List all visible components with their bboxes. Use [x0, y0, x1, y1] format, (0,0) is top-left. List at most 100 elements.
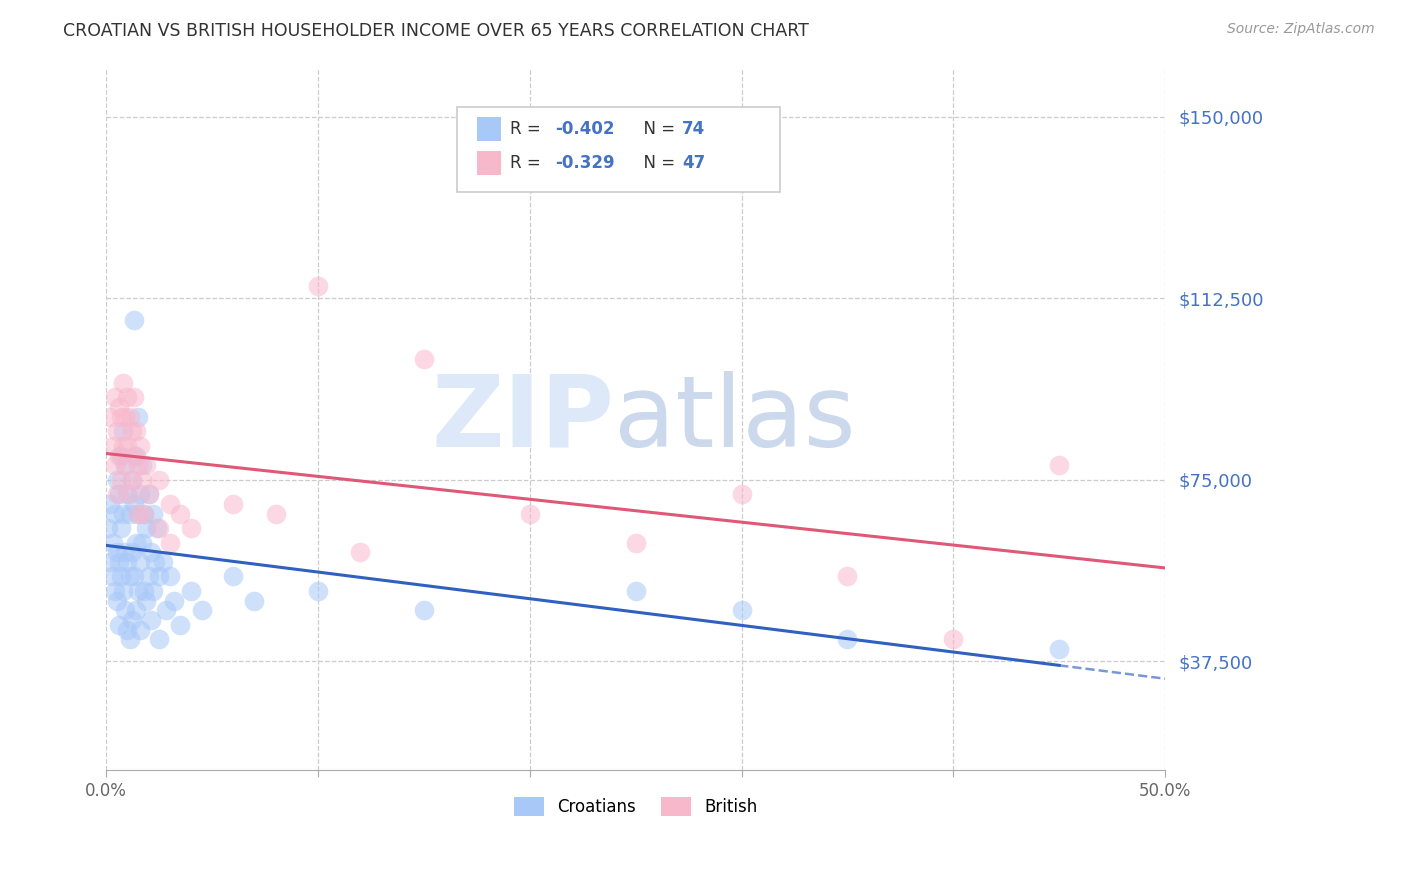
- Point: [169, 507, 191, 521]
- Point: [112, 507, 135, 521]
- Point: [135, 593, 157, 607]
- Point: [121, 473, 143, 487]
- Text: atlas: atlas: [614, 371, 856, 467]
- Point: [138, 487, 160, 501]
- Point: [108, 487, 131, 501]
- Point: [105, 545, 128, 559]
- Point: [134, 507, 156, 521]
- Point: [163, 593, 186, 607]
- Point: [129, 623, 152, 637]
- Point: [114, 458, 136, 473]
- Text: R =: R =: [510, 154, 547, 172]
- Text: ZIP: ZIP: [432, 371, 614, 467]
- Point: [152, 555, 174, 569]
- Point: [114, 603, 136, 617]
- Point: [104, 584, 127, 599]
- Point: [122, 391, 145, 405]
- Point: [117, 623, 139, 637]
- Point: [104, 507, 127, 521]
- Point: [139, 613, 162, 627]
- Point: [110, 569, 132, 583]
- Point: [108, 449, 131, 463]
- Point: [118, 409, 141, 424]
- Point: [117, 487, 139, 501]
- Point: [129, 555, 152, 569]
- Point: [146, 521, 169, 535]
- Point: [159, 569, 181, 583]
- Point: [519, 507, 541, 521]
- Point: [101, 569, 124, 583]
- Point: [624, 584, 647, 599]
- Point: [127, 507, 149, 521]
- Point: [117, 555, 139, 569]
- Point: [1047, 458, 1070, 473]
- Point: [100, 409, 122, 424]
- Point: [122, 449, 145, 463]
- Text: N =: N =: [633, 120, 681, 138]
- Point: [264, 507, 287, 521]
- Text: R =: R =: [510, 120, 547, 138]
- Point: [118, 569, 141, 583]
- Point: [730, 487, 752, 501]
- Point: [155, 603, 177, 617]
- Point: [117, 439, 139, 453]
- Point: [121, 425, 143, 439]
- Point: [180, 584, 202, 599]
- Point: [135, 458, 157, 473]
- Point: [125, 603, 148, 617]
- Point: [121, 545, 143, 559]
- Point: [117, 391, 139, 405]
- Point: [122, 569, 145, 583]
- Point: [134, 584, 156, 599]
- Legend: Croatians, British: Croatians, British: [506, 789, 766, 825]
- Point: [104, 458, 127, 473]
- Point: [142, 507, 165, 521]
- Point: [108, 400, 131, 414]
- Point: [114, 545, 136, 559]
- Point: [122, 313, 145, 327]
- Point: [125, 535, 148, 549]
- Point: [97, 521, 120, 535]
- Point: [222, 569, 245, 583]
- Point: [105, 473, 128, 487]
- Point: [159, 535, 181, 549]
- Point: [349, 545, 371, 559]
- Point: [138, 487, 160, 501]
- Point: [131, 458, 153, 473]
- Point: [180, 521, 202, 535]
- Point: [243, 593, 266, 607]
- Point: [148, 473, 170, 487]
- Point: [127, 458, 149, 473]
- Point: [129, 487, 152, 501]
- Text: 47: 47: [682, 154, 706, 172]
- Point: [127, 409, 149, 424]
- Point: [108, 618, 131, 632]
- Point: [121, 613, 143, 627]
- Point: [121, 473, 143, 487]
- Point: [148, 569, 170, 583]
- Point: [139, 545, 162, 559]
- Point: [118, 507, 141, 521]
- Point: [101, 439, 124, 453]
- Point: [127, 507, 149, 521]
- Point: [114, 409, 136, 424]
- Point: [110, 409, 132, 424]
- Point: [624, 535, 647, 549]
- Text: CROATIAN VS BRITISH HOUSEHOLDER INCOME OVER 65 YEARS CORRELATION CHART: CROATIAN VS BRITISH HOUSEHOLDER INCOME O…: [63, 22, 808, 40]
- Point: [127, 584, 149, 599]
- Point: [131, 535, 153, 549]
- Point: [412, 351, 434, 366]
- Point: [412, 603, 434, 617]
- Text: Source: ZipAtlas.com: Source: ZipAtlas.com: [1227, 22, 1375, 37]
- Point: [112, 376, 135, 390]
- Point: [148, 632, 170, 647]
- Point: [142, 584, 165, 599]
- Point: [101, 535, 124, 549]
- Point: [118, 487, 141, 501]
- Point: [307, 279, 329, 293]
- Point: [100, 497, 122, 511]
- Point: [1047, 642, 1070, 657]
- Point: [148, 521, 170, 535]
- Point: [108, 555, 131, 569]
- Point: [125, 425, 148, 439]
